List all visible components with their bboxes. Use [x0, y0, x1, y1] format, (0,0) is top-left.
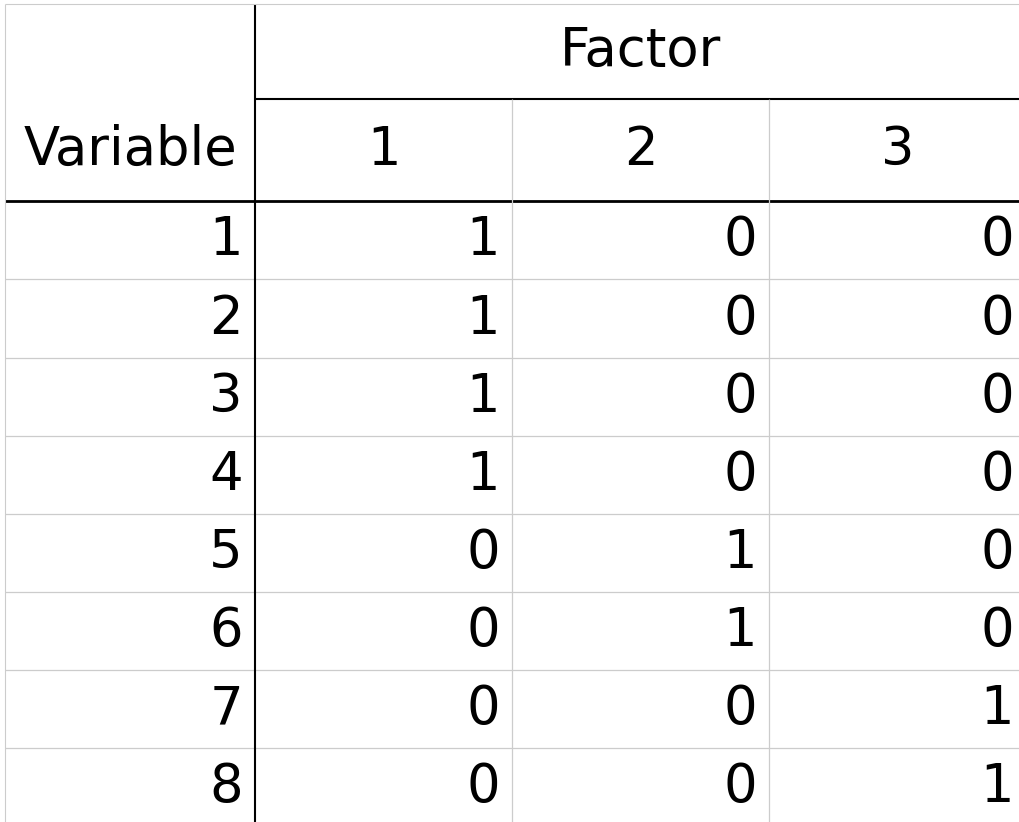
Text: 8: 8 [209, 761, 243, 813]
Text: 0: 0 [979, 527, 1013, 579]
Text: Factor: Factor [559, 25, 720, 77]
Text: 0: 0 [722, 215, 756, 266]
Text: 1: 1 [367, 124, 399, 176]
Text: 1: 1 [979, 761, 1013, 813]
Text: 1: 1 [466, 371, 499, 423]
Text: 0: 0 [979, 449, 1013, 501]
Text: 6: 6 [209, 605, 243, 657]
Text: 2: 2 [624, 124, 656, 176]
Text: 4: 4 [209, 449, 243, 501]
Text: 0: 0 [466, 527, 499, 579]
Text: 1: 1 [722, 527, 756, 579]
Text: 5: 5 [209, 527, 243, 579]
Text: 0: 0 [722, 761, 756, 813]
Text: 2: 2 [209, 293, 243, 344]
Text: 1: 1 [209, 215, 243, 266]
Text: 7: 7 [209, 683, 243, 735]
Text: 1: 1 [979, 683, 1013, 735]
Text: 1: 1 [722, 605, 756, 657]
Text: 0: 0 [979, 605, 1013, 657]
Text: 0: 0 [979, 371, 1013, 423]
Text: 3: 3 [880, 124, 913, 176]
Text: 0: 0 [722, 683, 756, 735]
Text: 0: 0 [979, 215, 1013, 266]
Text: 0: 0 [722, 293, 756, 344]
Text: 1: 1 [466, 215, 499, 266]
Text: 0: 0 [466, 605, 499, 657]
Text: 3: 3 [209, 371, 243, 423]
Text: 1: 1 [466, 293, 499, 344]
Text: 0: 0 [466, 761, 499, 813]
Text: 0: 0 [722, 449, 756, 501]
Text: 0: 0 [722, 371, 756, 423]
Text: Variable: Variable [23, 124, 236, 176]
Text: 1: 1 [466, 449, 499, 501]
Text: 0: 0 [979, 293, 1013, 344]
Text: 0: 0 [466, 683, 499, 735]
